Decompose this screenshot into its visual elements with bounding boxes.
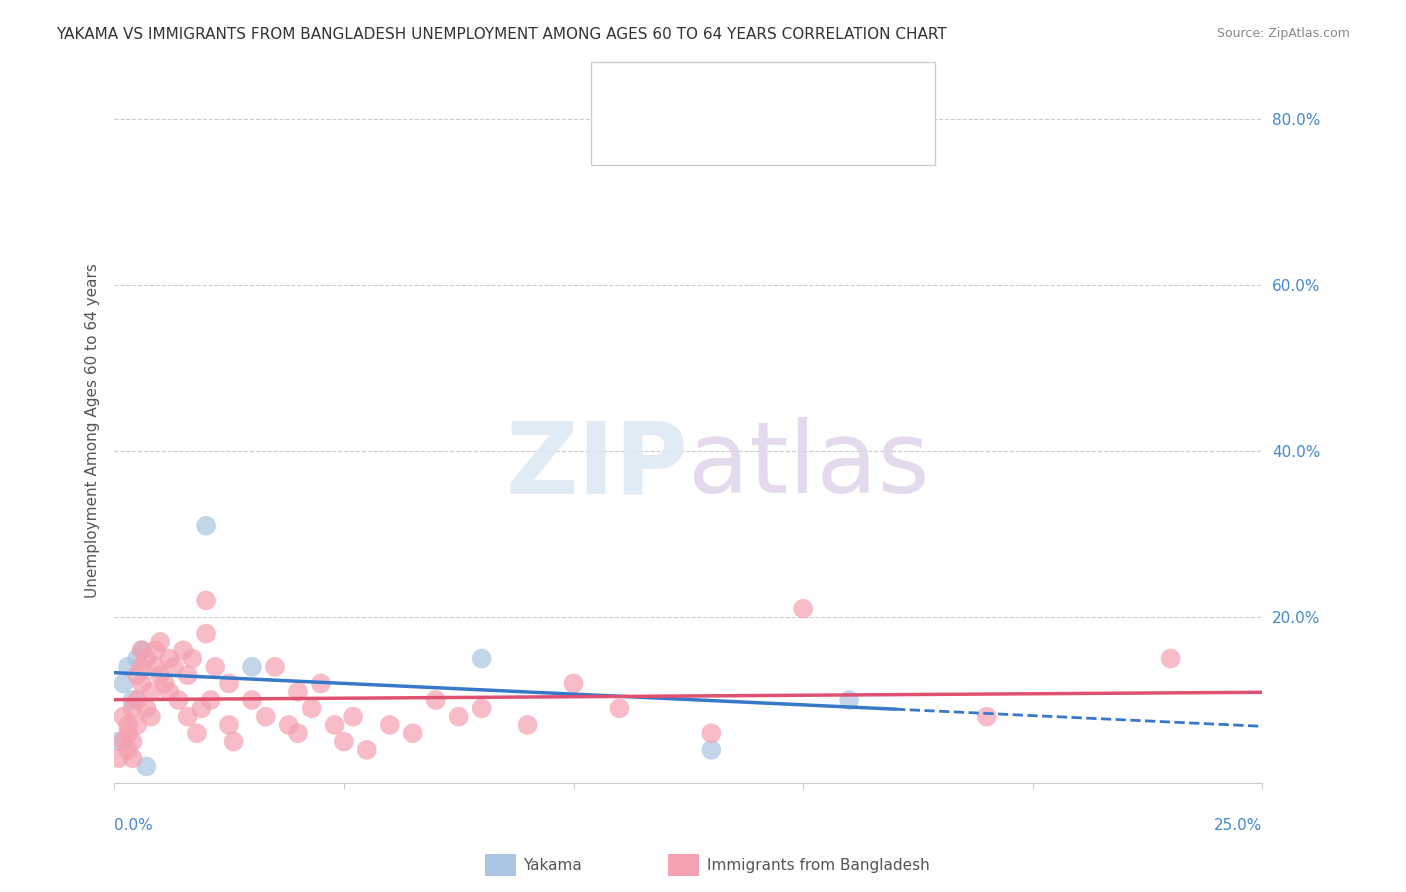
Point: [609, 701, 631, 715]
Point: [181, 651, 204, 665]
Point: [287, 684, 309, 698]
Point: [139, 684, 162, 698]
Point: [121, 693, 143, 707]
Point: [333, 734, 356, 748]
Point: [131, 643, 153, 657]
Point: [135, 759, 157, 773]
Text: N =: N =: [749, 83, 783, 98]
Point: [121, 701, 143, 715]
Point: [222, 734, 245, 748]
Point: [301, 701, 323, 715]
Point: [186, 726, 208, 740]
Point: [402, 726, 425, 740]
Point: [425, 693, 447, 707]
Point: [117, 743, 139, 757]
Point: [131, 643, 153, 657]
Text: R =: R =: [648, 117, 686, 132]
Point: [264, 660, 287, 674]
Point: [200, 693, 222, 707]
Point: [149, 635, 172, 649]
Text: Immigrants from Bangladesh: Immigrants from Bangladesh: [707, 858, 929, 872]
Point: [117, 718, 139, 732]
Point: [471, 651, 494, 665]
Point: [792, 601, 814, 615]
Point: [127, 693, 149, 707]
Text: Yakama: Yakama: [523, 858, 582, 872]
Text: 65: 65: [778, 117, 799, 132]
Text: atlas: atlas: [689, 417, 929, 514]
Point: [240, 693, 263, 707]
Point: [176, 709, 198, 723]
Text: 12: 12: [778, 83, 799, 98]
Text: YAKAMA VS IMMIGRANTS FROM BANGLADESH UNEMPLOYMENT AMONG AGES 60 TO 64 YEARS CORR: YAKAMA VS IMMIGRANTS FROM BANGLADESH UNE…: [56, 27, 948, 42]
Point: [700, 743, 723, 757]
Point: [107, 751, 129, 765]
Point: [131, 660, 153, 674]
Point: [342, 709, 364, 723]
Point: [172, 643, 194, 657]
Point: [1160, 651, 1182, 665]
Point: [195, 626, 218, 640]
Text: 0.0%: 0.0%: [114, 818, 153, 833]
Point: [976, 709, 998, 723]
Point: [117, 726, 139, 740]
Point: [700, 726, 723, 740]
Point: [121, 751, 143, 765]
Point: [145, 660, 167, 674]
Point: [254, 709, 277, 723]
Point: [127, 651, 149, 665]
Text: 25.0%: 25.0%: [1215, 818, 1263, 833]
Point: [240, 660, 263, 674]
Text: Source: ZipAtlas.com: Source: ZipAtlas.com: [1216, 27, 1350, 40]
Point: [131, 676, 153, 690]
Point: [218, 676, 240, 690]
Text: N =: N =: [749, 117, 783, 132]
Point: [157, 651, 180, 665]
Point: [117, 660, 139, 674]
Text: 0.273: 0.273: [679, 117, 733, 132]
Point: [838, 693, 860, 707]
Point: [562, 676, 585, 690]
Point: [121, 734, 143, 748]
Point: [378, 718, 401, 732]
Point: [195, 593, 218, 607]
Point: [447, 709, 470, 723]
Point: [471, 701, 494, 715]
Point: [309, 676, 332, 690]
Point: [167, 693, 190, 707]
Point: [516, 718, 538, 732]
Text: -0.156: -0.156: [679, 83, 734, 98]
Text: ZIP: ZIP: [506, 417, 689, 514]
Point: [356, 743, 378, 757]
Point: [204, 660, 226, 674]
Point: [195, 518, 218, 533]
Point: [112, 734, 135, 748]
Point: [135, 701, 157, 715]
Point: [218, 718, 240, 732]
Point: [145, 643, 167, 657]
Text: R =: R =: [648, 83, 682, 98]
Point: [157, 684, 180, 698]
Point: [135, 651, 157, 665]
Point: [149, 668, 172, 682]
Point: [107, 734, 129, 748]
Point: [139, 709, 162, 723]
Point: [323, 718, 346, 732]
Point: [127, 718, 149, 732]
Point: [277, 718, 299, 732]
Point: [112, 676, 135, 690]
Point: [287, 726, 309, 740]
Point: [176, 668, 198, 682]
Point: [112, 709, 135, 723]
Point: [163, 660, 186, 674]
Y-axis label: Unemployment Among Ages 60 to 64 years: Unemployment Among Ages 60 to 64 years: [86, 263, 100, 598]
Point: [127, 668, 149, 682]
Point: [190, 701, 212, 715]
Point: [153, 676, 176, 690]
